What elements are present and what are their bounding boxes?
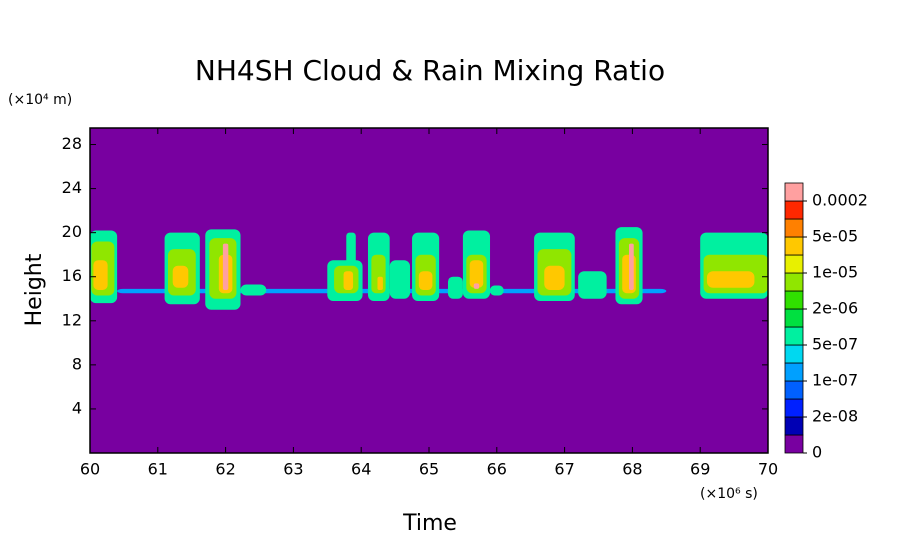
x-tick-label: 69	[690, 460, 710, 479]
x-tick-label: 70	[758, 460, 778, 479]
colorbar-box	[784, 326, 804, 346]
colorbar-box	[784, 398, 804, 418]
y-tick-label: 20	[62, 222, 82, 241]
y-unit: (×10⁴ m)	[8, 92, 72, 108]
contour-cell	[389, 260, 411, 299]
colorbar-box	[784, 290, 804, 310]
y-tick-label: 16	[62, 266, 82, 285]
colorbar-box	[784, 434, 804, 454]
contour-cell	[346, 232, 356, 272]
y-axis-label: Height	[22, 253, 47, 326]
y-tick-label: 24	[62, 178, 82, 197]
y-tick-label: 8	[72, 354, 82, 373]
contour-cell	[93, 260, 108, 290]
contour-cell	[418, 271, 433, 290]
contour-cell	[447, 276, 463, 299]
x-tick-label: 65	[419, 460, 439, 479]
colorbar-box	[784, 380, 804, 400]
x-tick-label: 66	[487, 460, 507, 479]
x-tick-label: 64	[351, 460, 371, 479]
chart-title: NH4SH Cloud & Rain Mixing Ratio	[195, 54, 665, 87]
contour-cell	[490, 285, 504, 296]
colorbar-box	[784, 308, 804, 328]
contour-cell	[172, 265, 189, 288]
colorbar-label: 1e-07	[812, 371, 858, 390]
colorbar-box	[784, 254, 804, 274]
colorbar-box	[784, 236, 804, 256]
contour-cell	[240, 284, 267, 296]
contour-cell	[469, 260, 484, 288]
contour-cell	[629, 243, 634, 290]
contour-cell	[578, 271, 607, 299]
contour-cell	[343, 271, 354, 290]
colorbar-box	[784, 272, 804, 292]
x-tick-label: 61	[148, 460, 168, 479]
x-unit: (×10⁶ s)	[700, 486, 758, 502]
x-tick-label: 60	[80, 460, 100, 479]
colorbar-label: 5e-07	[812, 335, 858, 354]
contour-cell	[706, 271, 755, 288]
x-tick-label: 62	[215, 460, 235, 479]
contour-cell	[473, 283, 480, 289]
colorbar-box	[784, 218, 804, 238]
x-axis-label: Time	[402, 511, 457, 536]
y-tick-label: 28	[62, 134, 82, 153]
colorbar-box	[784, 200, 804, 220]
colorbar-label: 2e-06	[812, 299, 858, 318]
colorbar-label: 0	[812, 443, 822, 462]
colorbar-label: 2e-08	[812, 407, 858, 426]
contour-cell	[544, 265, 565, 290]
y-tick-label: 4	[72, 398, 82, 417]
y-tick-label: 12	[62, 310, 82, 329]
colorbar-label: 1e-05	[812, 263, 858, 282]
x-tick-label: 67	[554, 460, 574, 479]
colorbar-box	[784, 344, 804, 364]
x-tick-label: 68	[622, 460, 642, 479]
colorbar-box	[784, 182, 804, 202]
colorbar-box	[784, 362, 804, 382]
x-tick-label: 63	[283, 460, 303, 479]
colorbar-label: 0.0002	[812, 191, 868, 210]
contour-cell	[222, 243, 229, 290]
colorbar-box	[784, 416, 804, 436]
colorbar-label: 5e-05	[812, 227, 858, 246]
contour-cell	[377, 276, 383, 290]
